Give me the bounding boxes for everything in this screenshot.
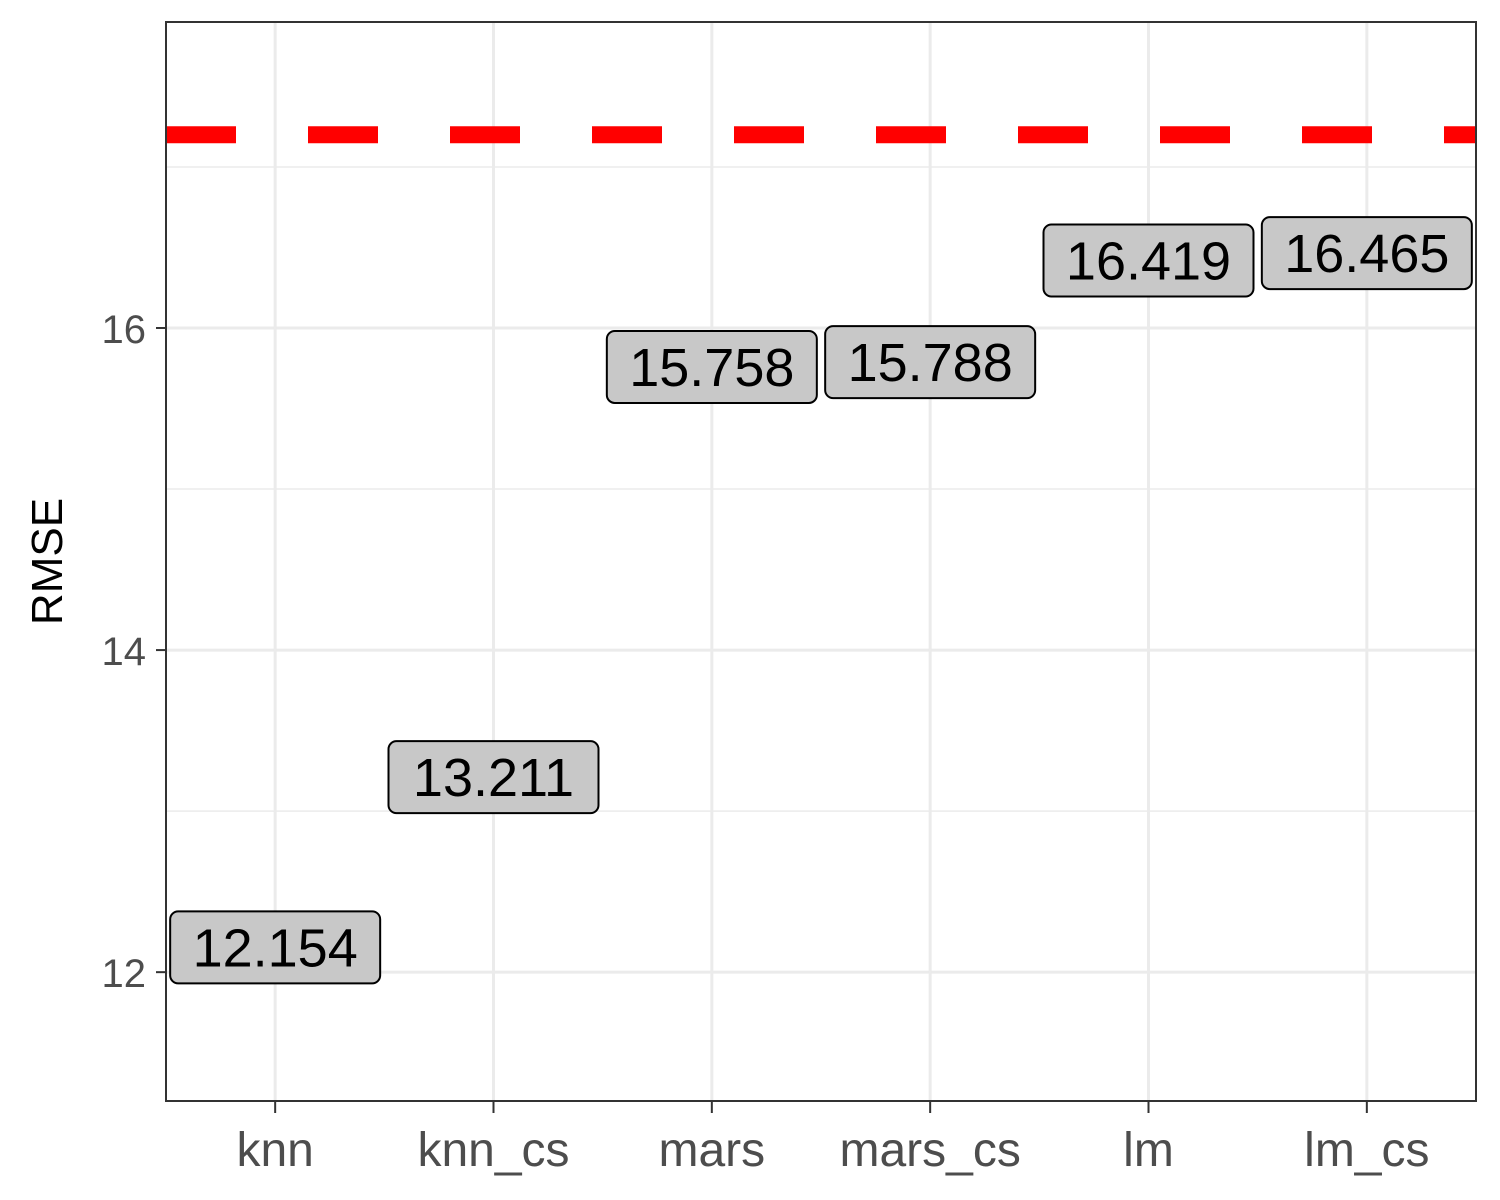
x-tick-label: mars bbox=[658, 1124, 765, 1177]
data-label-text: 12.154 bbox=[193, 918, 358, 978]
data-label-text: 16.465 bbox=[1284, 224, 1449, 284]
y-tick-label: 14 bbox=[102, 630, 147, 674]
y-axis-title: RMSE bbox=[23, 498, 72, 625]
data-label: 16.419 bbox=[1042, 223, 1255, 298]
panel-border bbox=[165, 21, 1477, 1102]
data-label-text: 15.788 bbox=[848, 333, 1013, 393]
x-tick-label: mars_cs bbox=[839, 1124, 1020, 1177]
y-axis: 12 14 16 bbox=[102, 308, 166, 996]
x-tick-label: lm bbox=[1123, 1124, 1174, 1177]
data-label: 15.758 bbox=[605, 329, 818, 404]
x-tick-label: lm_cs bbox=[1304, 1124, 1429, 1177]
y-tick-label: 16 bbox=[102, 308, 147, 352]
data-label: 12.154 bbox=[169, 910, 382, 985]
x-tick-label: knn_cs bbox=[417, 1124, 569, 1177]
data-label-text: 15.758 bbox=[629, 338, 794, 398]
x-tick-label: knn bbox=[236, 1124, 313, 1177]
data-label-box bbox=[1260, 216, 1473, 291]
data-label-box bbox=[605, 329, 818, 404]
data-label-box bbox=[169, 910, 382, 985]
minor-gridlines bbox=[166, 166, 1476, 812]
data-label-box bbox=[1042, 223, 1255, 298]
data-label: 15.788 bbox=[824, 325, 1037, 400]
data-label-box bbox=[824, 325, 1037, 400]
data-label-text: 13.211 bbox=[413, 748, 574, 808]
data-label-box bbox=[387, 740, 600, 815]
y-tick-label: 12 bbox=[102, 952, 147, 996]
data-labels-layer: 12.154 13.211 15.758 15.788 16.419 16.465 bbox=[169, 216, 1473, 985]
x-axis: knn knn_cs mars mars_cs lm lm_cs bbox=[236, 1101, 1430, 1177]
data-label: 16.465 bbox=[1260, 216, 1473, 291]
data-label-text: 16.419 bbox=[1066, 232, 1231, 292]
data-label: 13.211 bbox=[387, 740, 600, 815]
major-gridlines bbox=[166, 22, 1476, 1101]
